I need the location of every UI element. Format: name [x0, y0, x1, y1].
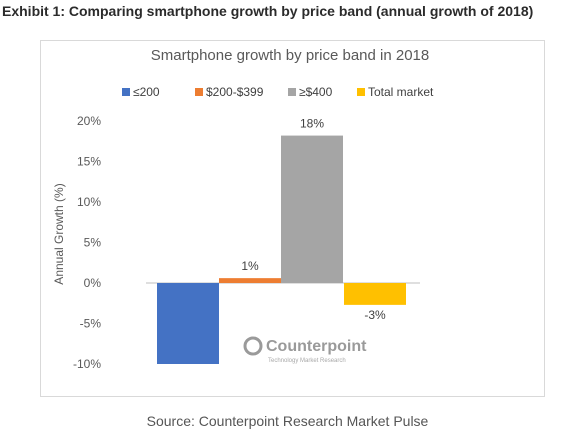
watermark-name: Counterpoint — [266, 338, 367, 355]
bar-3 — [281, 135, 343, 283]
watermark-tagline: Technology Market Research — [268, 358, 346, 364]
counterpoint-logo-icon — [243, 336, 263, 356]
legend-swatch — [195, 88, 203, 96]
y-tick-label: 15% — [77, 155, 101, 169]
legend: ≤200 $200-$399 ≥$400 Total market — [122, 85, 434, 99]
legend-label: Total market — [368, 85, 434, 99]
bar-4 — [344, 283, 406, 305]
counterpoint-watermark: Counterpoint Technology Market Research — [243, 336, 367, 364]
data-label-4: -3% — [364, 308, 386, 322]
legend-swatch — [288, 88, 296, 96]
bar-1 — [157, 283, 219, 364]
chart-title: Smartphone growth by price band in 2018 — [151, 47, 430, 64]
y-tick-labels: 20% 15% 10% 5% 0% -5% -10% — [73, 114, 101, 371]
legend-swatch — [122, 88, 130, 96]
legend-label: ≥$400 — [299, 85, 333, 99]
legend-swatch — [357, 88, 365, 96]
bar-2 — [219, 278, 281, 283]
y-tick-label: 0% — [84, 276, 102, 290]
y-axis-label: Annual Growth (%) — [52, 183, 66, 284]
y-tick-label: -5% — [80, 317, 102, 331]
data-label-3: 18% — [300, 117, 324, 131]
legend-label: ≤200 — [133, 85, 160, 99]
data-labels: 1% 18% -3% — [241, 117, 386, 322]
bars — [157, 135, 406, 364]
y-tick-label: 20% — [77, 114, 101, 128]
y-tick-label: 5% — [84, 236, 102, 250]
data-label-2: 1% — [241, 259, 259, 273]
source-note: Source: Counterpoint Research Market Pul… — [146, 413, 429, 429]
y-tick-label: 10% — [77, 195, 101, 209]
y-tick-label: -10% — [73, 357, 101, 371]
legend-label: $200-$399 — [206, 85, 264, 99]
exhibit-title: Exhibit 1: Comparing smartphone growth b… — [2, 3, 534, 19]
